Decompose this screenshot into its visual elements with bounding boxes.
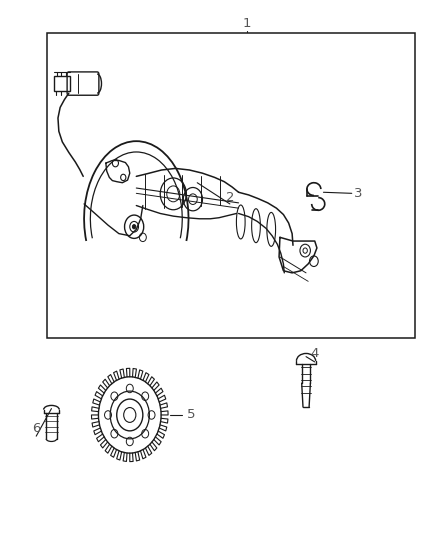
Circle shape xyxy=(132,224,136,229)
Text: 6: 6 xyxy=(32,422,40,435)
Text: 5: 5 xyxy=(187,408,195,422)
Text: 3: 3 xyxy=(354,187,363,200)
Text: 1: 1 xyxy=(243,17,251,30)
Text: 4: 4 xyxy=(311,348,319,360)
Bar xyxy=(53,76,70,91)
Bar xyxy=(47,33,415,338)
Text: 2: 2 xyxy=(226,191,234,204)
